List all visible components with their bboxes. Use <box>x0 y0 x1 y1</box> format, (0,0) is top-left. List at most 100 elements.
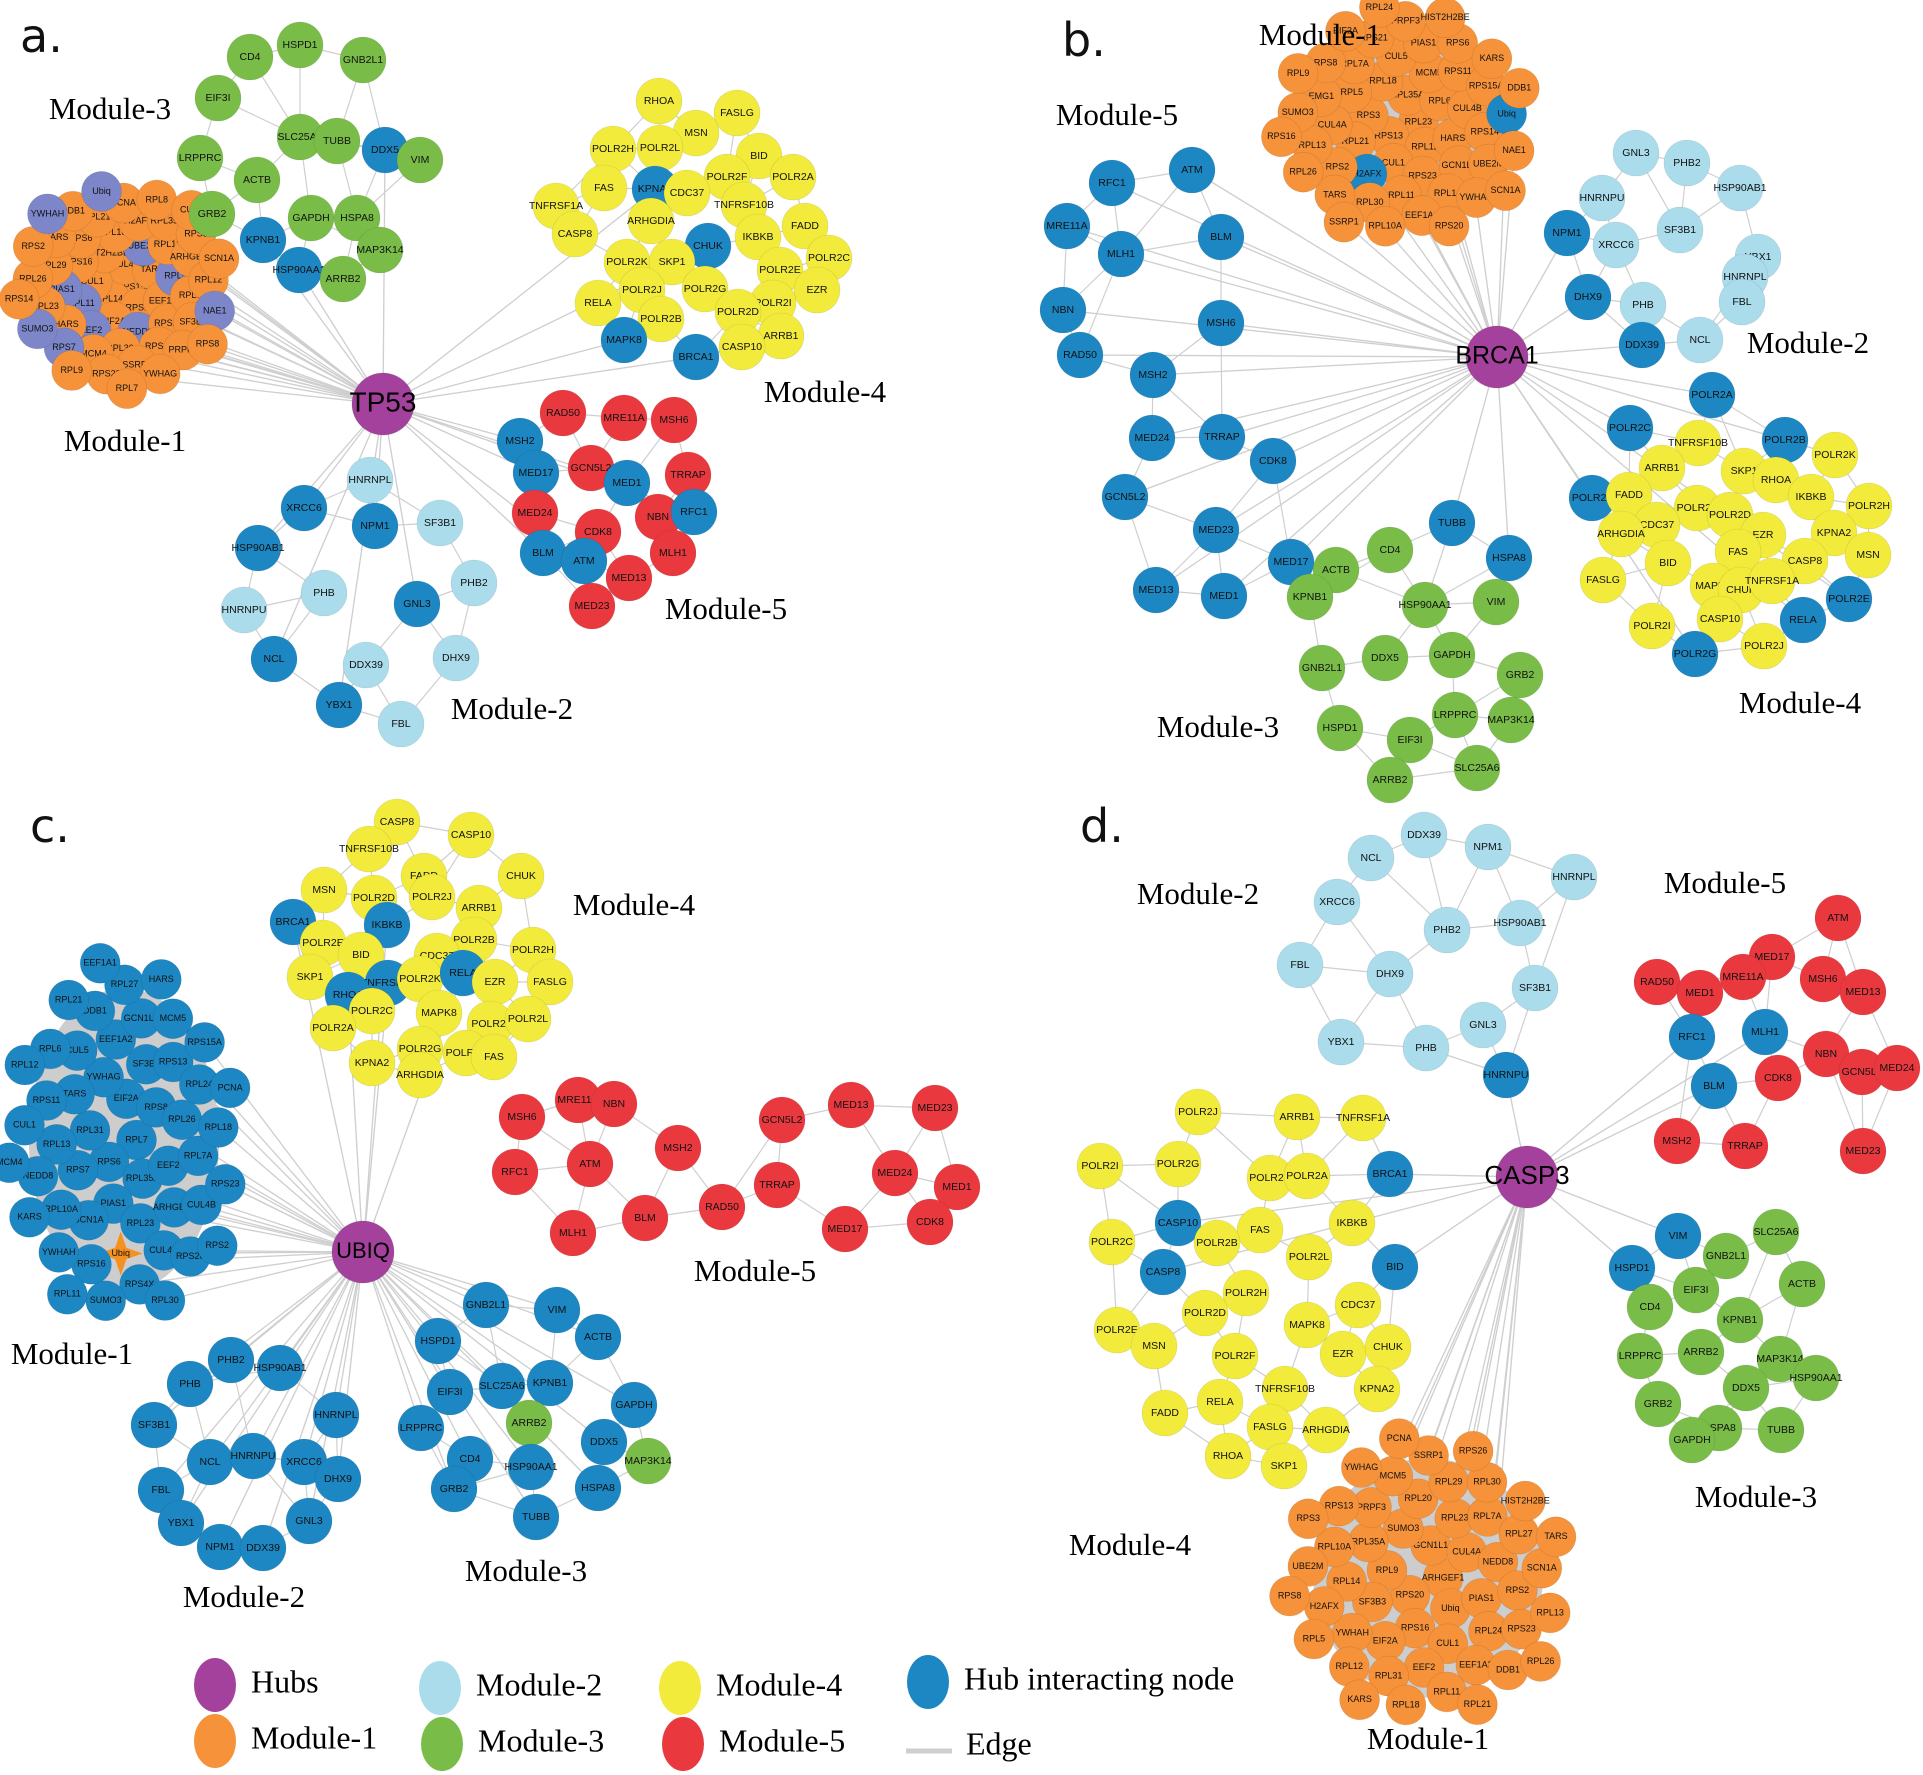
node-RAD50[interactable] <box>1056 331 1104 379</box>
node-FAS[interactable] <box>580 164 628 212</box>
node-GNL3[interactable] <box>393 580 441 628</box>
node-SLC25A6[interactable] <box>1453 744 1501 792</box>
node-MLH1[interactable] <box>1097 230 1145 278</box>
node-RFC1[interactable] <box>1088 159 1136 207</box>
node-RPS20[interactable] <box>1428 205 1470 247</box>
node-BRCA1[interactable] <box>672 333 720 381</box>
node-POLR2J[interactable] <box>408 873 456 921</box>
node-TNFRSF10B[interactable] <box>345 825 393 873</box>
node-DHX9[interactable] <box>1564 273 1612 321</box>
node-CASP10[interactable] <box>718 323 766 371</box>
node-MAP3K14[interactable] <box>624 1437 672 1485</box>
node-MSN[interactable] <box>1130 1322 1178 1370</box>
node-POLR2H[interactable] <box>1222 1269 1270 1317</box>
node-MRE11A[interactable] <box>600 394 648 442</box>
node-PHB[interactable] <box>300 569 348 617</box>
node-MLH1[interactable] <box>649 529 697 577</box>
node-ARRB2[interactable] <box>1677 1328 1725 1376</box>
node-HSPD1[interactable] <box>1316 704 1364 752</box>
node-POLR2K[interactable] <box>1811 431 1859 479</box>
node-RPL13[interactable] <box>36 1124 77 1165</box>
node-TRRAP[interactable] <box>753 1161 801 1209</box>
node-DHX9[interactable] <box>432 634 480 682</box>
node-BLM[interactable] <box>621 1194 669 1242</box>
node-MRE11A[interactable] <box>1043 202 1091 250</box>
node-HNRNPL[interactable] <box>1550 853 1598 901</box>
node-FASLG[interactable] <box>713 89 761 137</box>
node-YBX1[interactable] <box>1317 1018 1365 1066</box>
node-ARRB2[interactable] <box>1366 756 1414 804</box>
node-RPL21[interactable] <box>1457 1684 1498 1725</box>
node-ACTB[interactable] <box>574 1313 622 1361</box>
node-HNRNPU[interactable] <box>220 586 268 634</box>
node-TRRAP[interactable] <box>1198 413 1246 461</box>
node-CDK8[interactable] <box>1754 1054 1802 1102</box>
node-YBX1[interactable] <box>315 681 363 729</box>
node-RFC1[interactable] <box>670 488 718 536</box>
node-GRB2[interactable] <box>1496 651 1544 699</box>
node-HSP90AA1[interactable] <box>1792 1354 1840 1402</box>
node-FBL[interactable] <box>1276 941 1324 989</box>
node-Ubiq[interactable] <box>81 171 122 212</box>
node-HSPA8[interactable] <box>333 194 381 242</box>
node-NPM1[interactable] <box>1464 823 1512 871</box>
node-EZR[interactable] <box>1319 1330 1367 1378</box>
node-Ubiq-star[interactable] <box>98 1231 143 1276</box>
node-SUMO3[interactable] <box>17 308 58 350</box>
node-MAP3K14[interactable] <box>356 226 404 274</box>
node-DHX9[interactable] <box>1366 950 1414 998</box>
node-HIST2H2BE[interactable] <box>1424 0 1466 39</box>
node-FASLG[interactable] <box>526 958 574 1006</box>
node-RPL30[interactable] <box>144 1280 186 1321</box>
node-ACTB[interactable] <box>1778 1260 1826 1308</box>
node-GAPDH[interactable] <box>610 1381 658 1429</box>
node-DDX5[interactable] <box>580 1418 628 1466</box>
node-TRRAP[interactable] <box>1721 1122 1769 1170</box>
node-RPL7A[interactable] <box>177 1135 219 1177</box>
node-ATM[interactable] <box>1814 894 1862 942</box>
node-POLR2F[interactable] <box>1211 1332 1259 1380</box>
node-VIM[interactable] <box>1472 578 1520 626</box>
node-MSN[interactable] <box>300 866 348 914</box>
node-HSPA8[interactable] <box>1485 534 1533 582</box>
node-IKBKB[interactable] <box>1328 1199 1376 1247</box>
node-POLR2G[interactable] <box>1154 1140 1202 1188</box>
node-MLH1[interactable] <box>549 1209 597 1257</box>
node-PHB2[interactable] <box>207 1336 255 1384</box>
node-SLC25A6[interactable] <box>1752 1208 1800 1256</box>
node-GCN5L2[interactable] <box>1101 473 1149 521</box>
node-RFC1[interactable] <box>491 1148 539 1196</box>
node-NBN[interactable] <box>590 1080 638 1128</box>
node-VIM[interactable] <box>533 1286 581 1334</box>
node-RELA[interactable] <box>574 279 622 327</box>
node-MAPK8[interactable] <box>415 989 463 1037</box>
node-DDX5[interactable] <box>1722 1364 1770 1412</box>
node-LRPPRC[interactable] <box>1431 691 1479 739</box>
node-POLR2J[interactable] <box>1740 622 1788 670</box>
node-GNB2L1[interactable] <box>1298 644 1346 692</box>
node-RPL7[interactable] <box>106 368 148 409</box>
node-GAPDH[interactable] <box>1428 631 1476 679</box>
node-POLR2A[interactable] <box>1688 371 1736 419</box>
node-FBL[interactable] <box>1718 278 1766 326</box>
node-GRB2[interactable] <box>188 190 236 238</box>
node-XRCC6[interactable] <box>1592 221 1640 269</box>
node-MAP3K14[interactable] <box>1487 696 1535 744</box>
node-MED17[interactable] <box>821 1205 869 1253</box>
node-HSP90AB1[interactable] <box>1496 899 1544 947</box>
node-MSN[interactable] <box>1844 531 1892 579</box>
node-MED1[interactable] <box>603 459 651 507</box>
node-ARHGDIA[interactable] <box>1597 510 1645 558</box>
node-CASP10[interactable] <box>447 811 495 859</box>
node-EIF3I[interactable] <box>1672 1266 1720 1314</box>
node-GNL3[interactable] <box>1612 129 1660 177</box>
node-TUBB[interactable] <box>1757 1406 1805 1454</box>
node-CD4[interactable] <box>1366 526 1414 574</box>
node-MLH1[interactable] <box>1741 1008 1789 1056</box>
node-NPM1[interactable] <box>1543 209 1591 257</box>
node-RPL9[interactable] <box>51 350 92 391</box>
node-KARS[interactable] <box>1471 38 1513 80</box>
node-GRB2[interactable] <box>430 1465 478 1513</box>
node-ATM[interactable] <box>566 1140 614 1188</box>
node-POLR2G[interactable] <box>681 265 729 313</box>
